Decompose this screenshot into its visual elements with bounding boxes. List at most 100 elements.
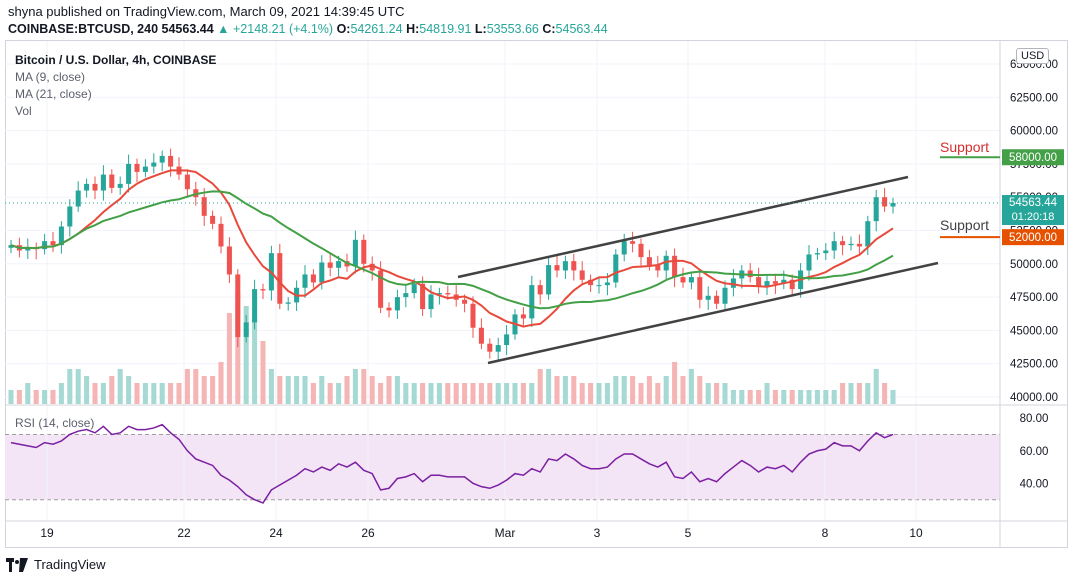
volume-bar [386,376,392,404]
volume-bar [252,320,258,404]
candle-body [529,285,535,319]
open-value: 54261.24 [350,22,403,36]
price-tick-label: 62500.00 [1010,92,1058,104]
price-change: +2148.21 (+4.1%) [233,22,334,36]
volume-bar [184,369,190,404]
candle-body [336,261,342,268]
chart-title: Bitcoin / U.S. Dollar, 4h, COINBASE [15,53,217,67]
volume-bar [873,369,879,404]
candle-body [134,163,140,172]
candle-body [814,253,820,255]
candle-body [764,281,770,287]
candle-body [520,314,526,319]
high-label: H: [406,22,420,36]
candle-body [714,295,720,304]
candle-body [562,261,568,271]
candle-body [890,203,896,207]
volume-bar [176,383,182,404]
candle-body [109,174,115,188]
candle-body [688,277,694,283]
volume-bar [336,383,342,404]
volume-bar [672,362,678,404]
volume-bar [428,383,434,404]
volume-bar [67,369,73,404]
price-tick-label: 40000.00 [1010,392,1058,404]
candle-body [285,302,291,304]
volume-bar [361,369,367,404]
price-tick-label: 42500.00 [1010,359,1058,371]
candle-body [504,334,510,346]
volume-bar [42,390,48,404]
last-price-tag-value: 54563.44 [1009,197,1058,209]
candle-body [554,265,560,271]
close-label: C: [542,22,556,36]
candle-body [50,241,56,246]
volume-bar [705,383,711,404]
candle-body [882,197,888,207]
candle-body [537,285,543,295]
candle-body [403,293,409,298]
volume-bar [411,383,417,404]
volume-bar [344,376,350,404]
candle-body [361,239,367,264]
legend-rsi: RSI (14, close) [15,416,95,430]
volume-bar [722,383,728,404]
tradingview-logo: TradingView [6,557,106,572]
volume-bar [352,369,358,404]
volume-bar [33,390,39,404]
price-tick-label: 50000.00 [1010,259,1058,271]
candle-body [84,183,90,191]
candle-body [638,243,644,258]
volume-bar [655,383,661,404]
volume-bar [680,376,686,404]
volume-bar [394,376,400,404]
volume-bar [604,383,610,404]
candle-body [378,270,384,308]
candle-body [25,247,31,251]
volume-bar [159,383,165,404]
time-tick-label: 10 [909,526,923,540]
high-value: 54819.91 [419,22,472,36]
volume-bar [210,376,216,404]
price-tick-label: 47500.00 [1010,292,1058,304]
volume-bar [453,383,459,404]
volume-bar [8,390,14,404]
last-price: 54563.44 [161,22,214,36]
volume-bar [268,369,274,404]
candle-body [142,166,148,172]
volume-bar [50,390,56,404]
support-lower-value: 52000.00 [1009,232,1057,244]
candle-body [436,293,442,295]
volume-bar [756,390,762,404]
volume-bar [630,376,636,404]
candle-body [445,293,451,295]
candle-body [806,254,812,271]
legend-vol: Vol [15,104,32,118]
countdown-label: 01:20:18 [1012,211,1055,223]
publish-info: shyna published on TradingView.com, Marc… [8,4,405,19]
volume-bar [84,376,90,404]
volume-bar [831,390,837,404]
low-label: L: [474,22,487,36]
up-arrow-icon: ▲ [217,22,230,36]
volume-bar [470,383,476,404]
candle-body [42,241,48,250]
candle-body [369,263,375,271]
rsi-tick-label: 60.00 [1020,446,1049,458]
candle-body [697,277,703,300]
time-tick-label: 26 [361,526,375,540]
candle-body [126,163,132,184]
candle-body [428,294,434,310]
currency-selector[interactable]: USD [1016,48,1050,64]
chart-frame[interactable] [5,40,1068,548]
volume-bar [856,383,862,404]
candle-body [848,243,854,246]
support-lower-label: Support [940,217,989,233]
candle-body [352,239,358,267]
candle-body [210,215,216,224]
volume-bar [420,383,426,404]
candle-body [462,299,468,304]
lower-trend-line [487,261,939,365]
candle-body [823,250,829,254]
